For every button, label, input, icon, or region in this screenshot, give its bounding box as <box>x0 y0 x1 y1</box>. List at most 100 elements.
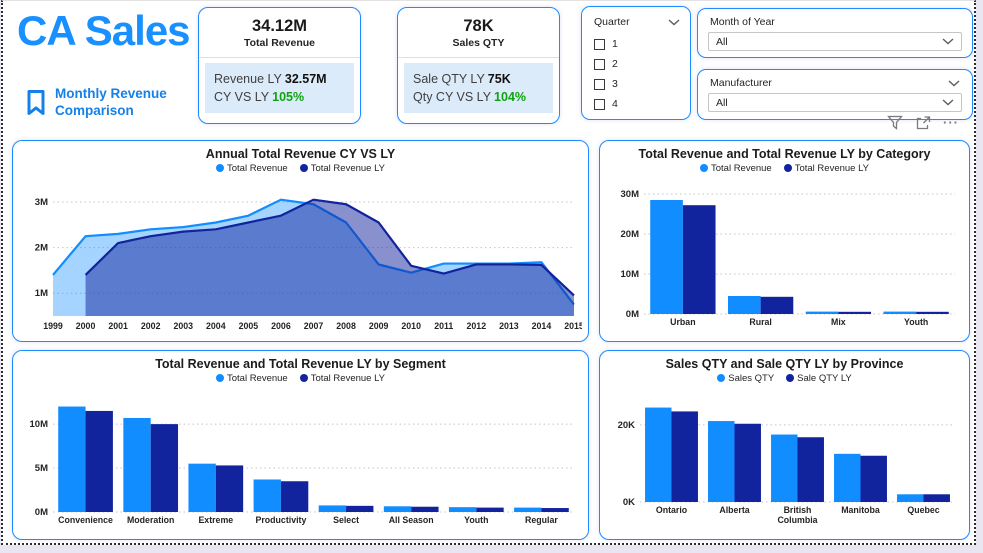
chevron-down-icon <box>942 38 954 45</box>
chevron-down-icon[interactable] <box>668 18 680 26</box>
svg-text:3M: 3M <box>35 197 48 208</box>
checkbox[interactable] <box>594 58 605 70</box>
manufacturer-dropdown-value: All <box>716 96 728 109</box>
revenue-by-category-chart-panel: Total Revenue and Total Revenue LY by Ca… <box>599 140 970 342</box>
chart-title: Annual Total Revenue CY VS LY <box>205 147 396 161</box>
manufacturer-slicer-label: Manufacturer <box>710 77 772 89</box>
svg-text:Productivity: Productivity <box>256 515 307 525</box>
checkbox[interactable] <box>594 98 605 110</box>
checkbox[interactable] <box>594 38 605 50</box>
visual-header-toolbar: ··· <box>887 115 959 130</box>
legend-dot-icon <box>783 164 792 172</box>
month-dropdown[interactable]: All <box>708 32 962 51</box>
filter-icon[interactable] <box>887 115 903 130</box>
legend-dot-icon <box>299 164 308 172</box>
legend-dot-icon <box>215 374 224 382</box>
focus-mode-icon[interactable] <box>915 115 931 130</box>
qty-comparison-box: Sale QTY LY 75K Qty CY VS LY 104% <box>404 63 553 113</box>
sales-qty-value: 78K <box>463 17 494 35</box>
svg-text:0K: 0K <box>623 497 635 508</box>
svg-text:2003: 2003 <box>173 321 193 331</box>
chevron-down-icon[interactable] <box>948 79 960 87</box>
svg-text:Alberta: Alberta <box>719 505 749 515</box>
chart-title: Total Revenue and Total Revenue LY by Ca… <box>638 147 931 161</box>
page-title: CA Sales <box>17 7 191 54</box>
svg-text:20K: 20K <box>618 420 636 431</box>
bookmark-label-line2: Comparison <box>55 103 134 118</box>
category-bar-chart-plot[interactable]: 0M 10M 20M 30M Urban Rural Mix Youth <box>600 180 969 337</box>
legend-item[interactable]: Sale QTY LY <box>786 373 852 384</box>
svg-text:Youth: Youth <box>464 515 488 525</box>
svg-text:2007: 2007 <box>304 321 324 331</box>
svg-text:Select: Select <box>333 515 359 525</box>
annual-revenue-area-chart-panel: Annual Total Revenue CY VS LY Total Reve… <box>12 140 589 342</box>
qty-cy-vs-ly-value: 104% <box>494 90 527 104</box>
quarter-slicer: Quarter 1 2 3 4 <box>581 6 691 120</box>
svg-text:Regular: Regular <box>525 515 558 525</box>
svg-text:2001: 2001 <box>108 321 128 331</box>
qty-by-province-chart-panel: Sales QTY and Sale QTY LY by Province Sa… <box>599 350 970 540</box>
legend-item[interactable]: Total Revenue LY <box>299 373 385 384</box>
cy-vs-ly-value: 105% <box>272 90 305 104</box>
legend-dot-icon <box>717 374 726 382</box>
svg-text:Youth: Youth <box>904 317 928 327</box>
svg-text:2014: 2014 <box>532 321 552 331</box>
svg-text:Columbia: Columbia <box>777 515 817 525</box>
svg-text:2M: 2M <box>35 243 48 254</box>
revenue-comparison-box: Revenue LY 32.57M CY VS LY 105% <box>205 63 354 113</box>
legend-dot-icon <box>299 374 308 382</box>
svg-text:2010: 2010 <box>401 321 421 331</box>
svg-text:30M: 30M <box>621 189 640 200</box>
total-revenue-card: 34.12M Total Revenue Revenue LY 32.57M CY… <box>198 7 361 124</box>
legend-item[interactable]: Total Revenue <box>215 373 288 384</box>
svg-text:2015: 2015 <box>564 321 582 331</box>
svg-text:0M: 0M <box>35 507 48 518</box>
qty-cy-vs-ly-label: Qty CY VS LY <box>413 90 492 104</box>
qty-ly-value: 75K <box>487 72 511 86</box>
manufacturer-slicer: Manufacturer All <box>697 69 973 120</box>
svg-text:Mix: Mix <box>831 317 846 327</box>
month-of-year-slicer: Month of Year All <box>697 8 973 58</box>
svg-text:Rural: Rural <box>749 317 772 327</box>
chevron-down-icon <box>942 99 954 106</box>
quarter-option-4[interactable]: 4 <box>594 98 690 110</box>
province-bar-chart-plot[interactable]: 0K 20K Ontario Alberta British Columbia Manito… <box>600 390 969 535</box>
legend-dot-icon <box>699 164 708 172</box>
legend-item[interactable]: Sales QTY <box>717 373 774 384</box>
svg-text:2002: 2002 <box>141 321 161 331</box>
sales-qty-card: 78K Sales QTY Sale QTY LY 75K Qty CY VS L… <box>397 7 560 124</box>
svg-text:Convenience: Convenience <box>58 515 113 525</box>
svg-text:2008: 2008 <box>336 321 356 331</box>
segment-bar-chart-plot[interactable]: 0M 5M 10M Convenience Moderation Extreme Produ… <box>13 390 588 535</box>
legend-item[interactable]: Total Revenue <box>699 163 772 174</box>
legend-dot-icon <box>215 164 224 172</box>
svg-text:Quebec: Quebec <box>907 505 939 515</box>
area-chart-plot[interactable]: 1M 2M 3M 1999 2000 2001 2002 2003 2004 2005 2006 20… <box>13 180 588 337</box>
legend-item[interactable]: Total Revenue LY <box>783 163 869 174</box>
bookmark-button[interactable]: Monthly Revenue Comparison <box>25 85 167 119</box>
svg-text:0M: 0M <box>626 309 639 320</box>
svg-text:2000: 2000 <box>76 321 96 331</box>
svg-text:British: British <box>784 505 812 515</box>
legend-dot-icon <box>786 374 795 382</box>
cy-vs-ly-label: CY VS LY <box>214 90 270 104</box>
svg-text:2011: 2011 <box>434 321 453 331</box>
quarter-option-2[interactable]: 2 <box>594 58 690 70</box>
svg-text:2013: 2013 <box>499 321 519 331</box>
manufacturer-dropdown[interactable]: All <box>708 93 962 112</box>
checkbox[interactable] <box>594 78 605 90</box>
total-revenue-value: 34.12M <box>251 17 308 35</box>
legend-item[interactable]: Total Revenue <box>215 163 288 174</box>
svg-text:2006: 2006 <box>271 321 291 331</box>
svg-text:20M: 20M <box>621 229 640 240</box>
divider <box>199 57 360 58</box>
quarter-option-3[interactable]: 3 <box>594 78 690 90</box>
chart-legend: Sales QTY Sale QTY LY <box>600 373 969 388</box>
svg-text:Manitoba: Manitoba <box>841 505 880 515</box>
svg-text:2012: 2012 <box>467 321 487 331</box>
quarter-option-1[interactable]: 1 <box>594 38 690 50</box>
svg-text:2005: 2005 <box>239 321 259 331</box>
more-options-icon[interactable]: ··· <box>943 114 959 130</box>
legend-item[interactable]: Total Revenue LY <box>299 163 385 174</box>
chart-title: Sales QTY and Sale QTY LY by Province <box>665 357 904 371</box>
